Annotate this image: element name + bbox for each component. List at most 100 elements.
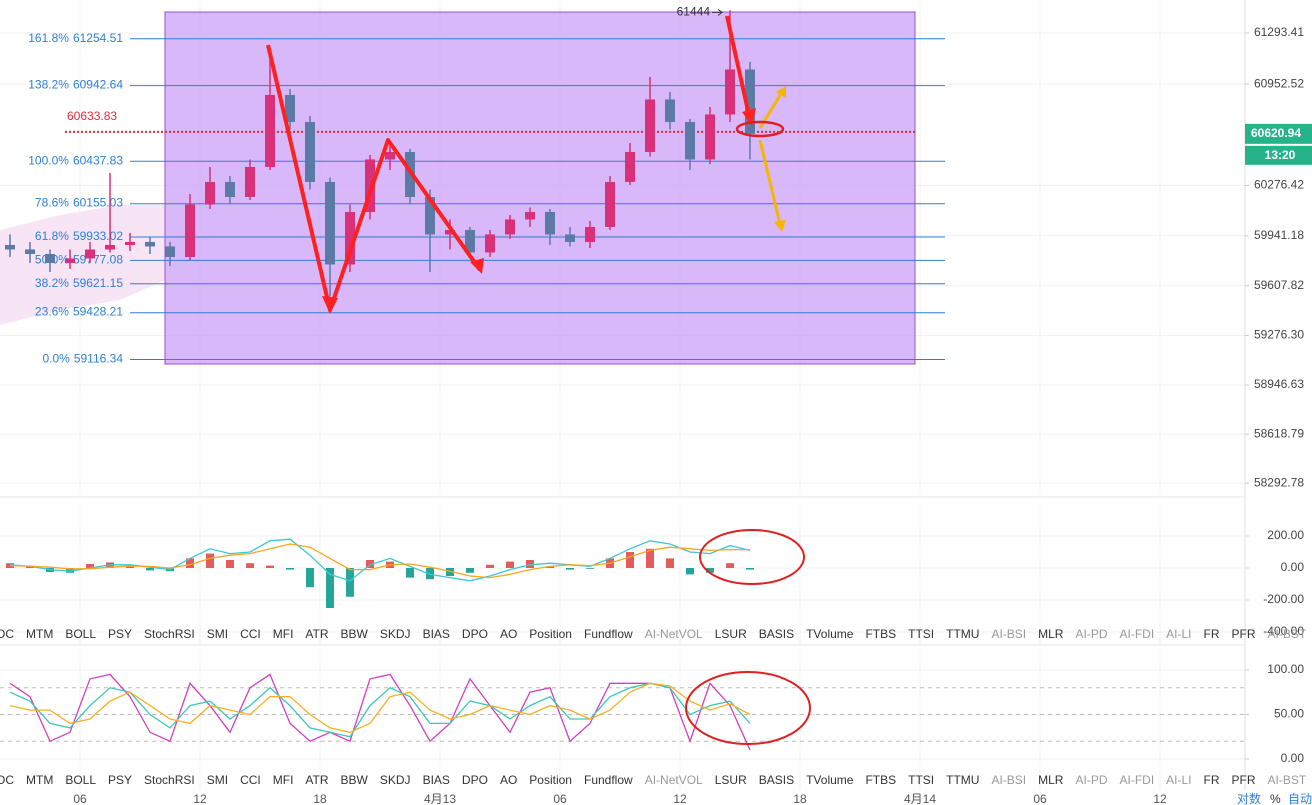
- indicator-tab[interactable]: BASIS: [758, 773, 795, 787]
- indicator-tab[interactable]: LSUR: [714, 773, 747, 787]
- indicator-tab[interactable]: BIAS: [422, 627, 450, 641]
- indicator-tab[interactable]: AI-LI: [1166, 627, 1192, 641]
- indicator-tab[interactable]: CCI: [240, 627, 261, 641]
- indicator-tab[interactable]: MLR: [1038, 627, 1064, 641]
- indicator-tab[interactable]: StochRSI: [144, 773, 195, 787]
- indicator-tab[interactable]: BIAS: [422, 773, 450, 787]
- indicator-tab[interactable]: DPO: [461, 627, 488, 641]
- indicator-tab[interactable]: TTSI: [908, 627, 935, 641]
- indicator-tab[interactable]: SMI: [206, 773, 229, 787]
- indicator-tab[interactable]: PFR: [1231, 627, 1256, 641]
- candle-body: [505, 219, 515, 235]
- indicator-tab[interactable]: TTSI: [908, 773, 935, 787]
- y-tick-label: 59941.18: [1254, 228, 1304, 242]
- indicator-tab[interactable]: AO: [499, 773, 518, 787]
- indicator-tab[interactable]: SKDJ: [379, 627, 411, 641]
- indicator-tab[interactable]: BOLL: [65, 627, 97, 641]
- marker-label: 60633.83: [67, 109, 117, 123]
- indicator-tab[interactable]: SMI: [206, 627, 229, 641]
- indicator-tab[interactable]: Position: [529, 773, 572, 787]
- indicator-tab[interactable]: PSY: [108, 773, 133, 787]
- indicator-tab[interactable]: DPO: [461, 773, 488, 787]
- indicator-tab[interactable]: PFR: [1231, 773, 1256, 787]
- indicator-tab[interactable]: MTM: [26, 627, 54, 641]
- candle-body: [565, 234, 575, 242]
- candle-body: [605, 181, 615, 227]
- fib-label: 138.2% 60942.64: [28, 78, 123, 92]
- candle-body: [145, 241, 155, 247]
- indicator-tab[interactable]: SKDJ: [379, 773, 411, 787]
- fib-ratio: 138.2%: [28, 78, 69, 92]
- indicator-tab[interactable]: AI-NetVOL: [644, 773, 703, 787]
- candle-body: [245, 166, 255, 197]
- indicator-tab[interactable]: ATR: [305, 627, 329, 641]
- indicator-tab[interactable]: FTBS: [865, 627, 897, 641]
- indicator-tab[interactable]: TVolume: [806, 773, 854, 787]
- scale-option[interactable]: 对数: [1237, 791, 1261, 805]
- last-price-tag: [1245, 123, 1312, 144]
- indicator-tab[interactable]: FTBS: [865, 773, 897, 787]
- indicator-tab[interactable]: AI-BSI: [991, 773, 1027, 787]
- indicator-tab[interactable]: CCI: [240, 773, 261, 787]
- fib-price: 61254.51: [73, 31, 123, 45]
- indicator-tab[interactable]: AI-LI: [1166, 773, 1192, 787]
- histogram-bar: [406, 568, 414, 578]
- indicator-tab[interactable]: BOLL: [65, 773, 97, 787]
- indicator-tab[interactable]: MFI: [272, 627, 294, 641]
- indicator-tab[interactable]: OC: [0, 773, 14, 787]
- candle-body: [685, 121, 695, 160]
- indicator-tab[interactable]: AI-BSI: [991, 627, 1027, 641]
- x-tick-label: 12: [193, 792, 207, 805]
- indicator-tab[interactable]: Fundflow: [583, 627, 633, 641]
- histogram-bar: [66, 568, 74, 573]
- candle-body: [725, 69, 735, 115]
- x-tick-label: 4月14: [904, 792, 936, 805]
- histogram-bar: [146, 568, 154, 571]
- indicator-tab[interactable]: AI-FDI: [1119, 627, 1155, 641]
- histogram-bar: [706, 568, 714, 573]
- indicator-tab[interactable]: BBW: [340, 773, 368, 787]
- histogram-bar: [206, 553, 214, 568]
- fib-price: 59933.02: [73, 229, 123, 243]
- histogram-bar: [426, 568, 434, 580]
- candle-body: [465, 229, 475, 253]
- arrow-head: [776, 86, 786, 98]
- indicator-tab[interactable]: AI-BST: [1267, 627, 1307, 641]
- indicator-tab[interactable]: StochRSI: [144, 627, 195, 641]
- y-tick-label: 59607.82: [1254, 278, 1304, 292]
- indicator-tab[interactable]: AI-PD: [1075, 773, 1108, 787]
- indicator-tab[interactable]: LSUR: [714, 627, 747, 641]
- indicator-tabs: OC MTM BOLL PSY StochRSI SMI CCI MFI ATR BBW SKDJ B…: [0, 627, 1306, 641]
- indicator-tab[interactable]: BASIS: [758, 627, 795, 641]
- indicator-tab[interactable]: FR: [1203, 773, 1220, 787]
- indicator-tab[interactable]: AI-FDI: [1119, 773, 1155, 787]
- candle-body: [305, 121, 315, 182]
- indicator-tab[interactable]: MLR: [1038, 773, 1064, 787]
- indicator-tab[interactable]: AI-NetVOL: [644, 627, 703, 641]
- indicator-tab[interactable]: AO: [499, 627, 518, 641]
- indicator-tab[interactable]: Fundflow: [583, 773, 633, 787]
- histogram-bar: [186, 558, 194, 568]
- indicator-tab[interactable]: FR: [1203, 627, 1220, 641]
- scale-option[interactable]: %: [1270, 792, 1281, 805]
- axes: 06 12 18 4月13 06 12 18 4月14 06 12 61293.41 60952.52…: [73, 25, 1312, 805]
- candle-body: [125, 241, 135, 245]
- indicator-tab[interactable]: Position: [529, 627, 572, 641]
- indicator-tab[interactable]: ATR: [305, 773, 329, 787]
- histogram-bar: [366, 560, 374, 568]
- indicator-tab[interactable]: AI-BST: [1267, 773, 1307, 787]
- scale-option[interactable]: 自动: [1288, 792, 1312, 805]
- indicator-tab[interactable]: TTMU: [946, 773, 980, 787]
- histogram-bar: [546, 566, 554, 568]
- indicator-tab[interactable]: PSY: [108, 627, 133, 641]
- indicator-tab[interactable]: AI-PD: [1075, 627, 1108, 641]
- indicator-tab[interactable]: BBW: [340, 627, 368, 641]
- fib-price: 60155.03: [73, 196, 123, 210]
- indicator-tab[interactable]: MTM: [26, 773, 54, 787]
- indicator-tab[interactable]: TTMU: [946, 627, 980, 641]
- indicator-tab[interactable]: MFI: [272, 773, 294, 787]
- candle-body: [325, 181, 335, 265]
- indicator-tab[interactable]: OC: [0, 627, 14, 641]
- indicator-tab[interactable]: TVolume: [806, 627, 854, 641]
